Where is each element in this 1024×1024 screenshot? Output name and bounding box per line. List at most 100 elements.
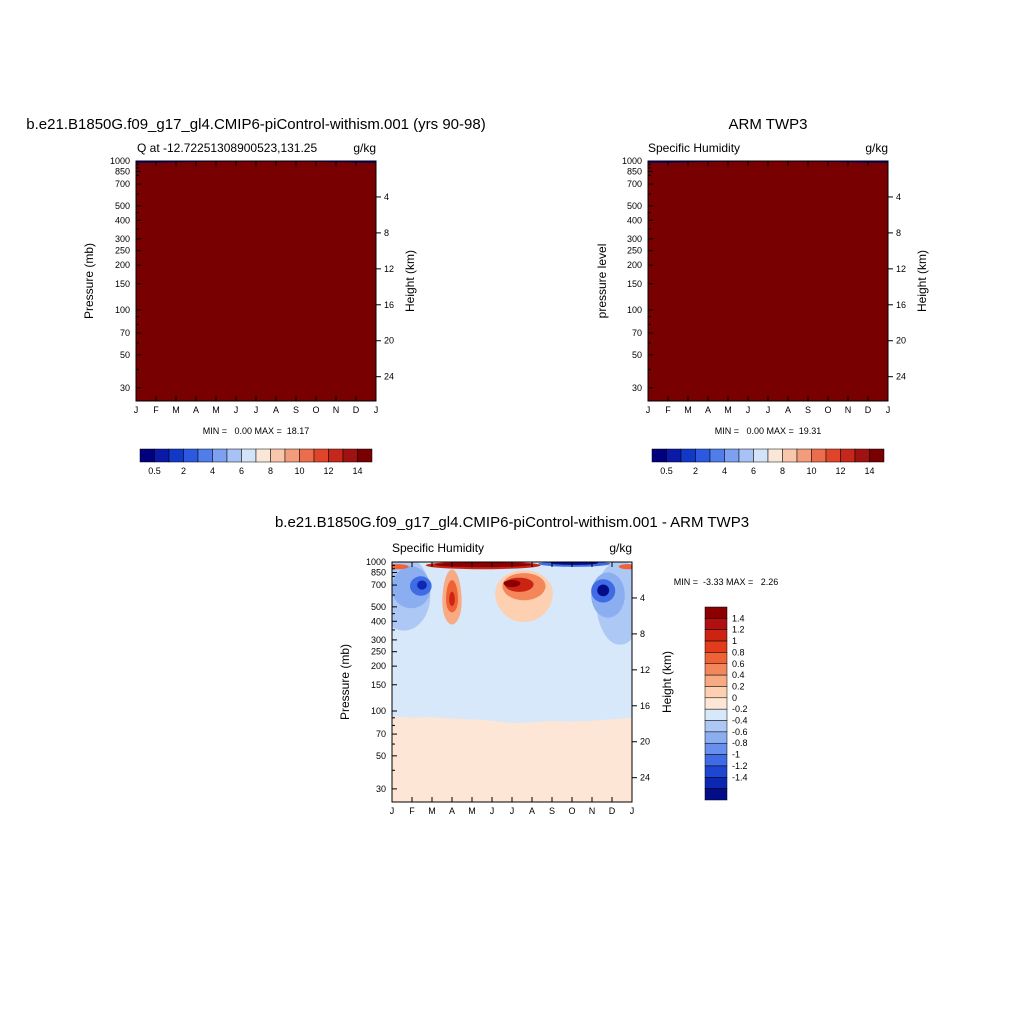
panel-obs-plot [648, 161, 888, 401]
colorbar-label: -0.4 [732, 716, 748, 726]
x-tick-label: J [390, 806, 395, 816]
colorbar-label: 1.4 [732, 613, 745, 623]
panel-obs-title: ARM TWP3 [729, 116, 808, 133]
panel-diff-subtitle-left: Specific Humidity [392, 541, 484, 555]
panel-model: b.e21.B1850G.f09_g17_gl4.CMIP6-piControl… [26, 116, 485, 476]
x-tick-label: F [409, 806, 415, 816]
contour-band [136, 161, 376, 401]
x-tick-label: J [766, 405, 771, 415]
colorbar-swatch [704, 606, 728, 619]
colorbar-swatch [704, 618, 728, 630]
colorbar-label: 14 [352, 466, 362, 476]
panel-diff-y-right-label: Height (km) [660, 651, 674, 713]
x-tick-label: O [312, 405, 319, 415]
panel-model-stats: MIN = 0.00 MAX = 18.17 [203, 426, 310, 436]
colorbar-swatch [704, 765, 728, 778]
x-tick-label: M [428, 806, 436, 816]
panel-model-y-label: Pressure (mb) [82, 243, 96, 319]
y-tick-label: 50 [632, 350, 642, 360]
colorbar-swatch [704, 754, 728, 767]
colorbar-swatch [811, 448, 827, 463]
y-tick-label: 400 [371, 616, 386, 626]
fill-neg-may [485, 571, 491, 611]
y-tick-label: 250 [371, 647, 386, 657]
colorbar-swatch [680, 448, 696, 463]
colorbar-swatch [704, 629, 728, 642]
colorbar-label: 6 [239, 466, 244, 476]
panel-model-title: b.e21.B1850G.f09_g17_gl4.CMIP6-piControl… [26, 116, 485, 133]
y-right-tick-label: 20 [640, 737, 650, 747]
panel-diff-y-right-ticks: 24 20 16 12 8 4 [632, 593, 650, 783]
colorbar-swatch [313, 448, 329, 463]
fill-surface-left [392, 564, 409, 570]
fill-surface-blue-core [550, 562, 599, 565]
contour-band [648, 161, 888, 401]
y-tick-label: 700 [115, 179, 130, 189]
panel-obs: ARM TWP3 Specific Humidity g/kg 30 50 70 10… [595, 116, 929, 476]
y-tick-label: 400 [627, 215, 642, 225]
y-tick-label: 150 [371, 680, 386, 690]
y-tick-label: 50 [376, 751, 386, 761]
x-tick-label: M [468, 806, 476, 816]
y-tick-label: 500 [371, 602, 386, 612]
x-tick-label: J [490, 806, 495, 816]
y-right-tick-label: 20 [384, 336, 394, 346]
x-tick-label: J [374, 405, 379, 415]
colorbar-swatch [139, 448, 155, 463]
y-right-tick-label: 20 [896, 336, 906, 346]
colorbar-label: 1.2 [732, 625, 745, 635]
colorbar-swatch [704, 731, 728, 744]
panel-obs-subtitle-left: Specific Humidity [648, 141, 740, 155]
panel-diff: b.e21.B1850G.f09_g17_gl4.CMIP6-piControl… [275, 514, 778, 816]
colorbar-label: -1.4 [732, 772, 748, 782]
panel-model-subtitle-left: Q at -12.72251308900523,131.25 [137, 141, 317, 155]
y-tick-label: 300 [627, 234, 642, 244]
colorbar-swatch [704, 777, 728, 789]
panel-obs-y-label: pressure level [595, 244, 609, 319]
y-right-tick-label: 4 [640, 593, 645, 603]
colorbar-swatch [183, 448, 199, 463]
colorbar-label: 2 [181, 466, 186, 476]
x-tick-label: M [724, 405, 732, 415]
colorbar-swatch [328, 448, 344, 463]
panel-diff-subtitle-right: g/kg [609, 541, 632, 555]
colorbar-swatch [704, 697, 728, 710]
y-tick-label: 1000 [366, 557, 386, 567]
y-right-tick-label: 24 [640, 773, 650, 783]
fill-positive-band [392, 716, 632, 802]
colorbar-swatch [840, 448, 856, 463]
panel-diff-y-label: Pressure (mb) [338, 644, 352, 720]
fill-neg-left-core [417, 580, 427, 590]
colorbar-swatch [284, 448, 300, 463]
colorbar-swatch [197, 448, 213, 463]
colorbar-swatch [738, 448, 754, 463]
panel-model-colorbar: 0.5 2 4 6 8 10 12 14 [139, 448, 373, 476]
colorbar-swatch [704, 663, 728, 676]
colorbar-label: 0.5 [148, 466, 161, 476]
x-tick-label: A [193, 405, 199, 415]
x-tick-label: A [449, 806, 455, 816]
panel-obs-y-right-label: Height (km) [915, 250, 929, 312]
y-tick-label: 850 [627, 167, 642, 177]
y-right-tick-label: 8 [384, 228, 389, 238]
colorbar-swatch [241, 448, 257, 463]
y-right-tick-label: 12 [640, 665, 650, 675]
x-tick-label: M [172, 405, 180, 415]
x-tick-label: A [529, 806, 535, 816]
x-tick-label: S [293, 405, 299, 415]
y-tick-label: 30 [120, 383, 130, 393]
colorbar-swatch [168, 448, 184, 463]
panel-diff-stats: MIN = -3.33 MAX = 2.26 [674, 577, 779, 587]
colorbar-label: 10 [806, 466, 816, 476]
y-right-tick-label: 24 [384, 372, 394, 382]
colorbar-swatch [704, 640, 728, 653]
colorbar-label: -1.2 [732, 761, 748, 771]
fill-pos-summer-core [503, 580, 521, 588]
colorbar-label: 1 [732, 636, 737, 646]
colorbar-swatch [709, 448, 725, 463]
x-tick-label: N [589, 806, 596, 816]
colorbar-swatch [704, 708, 728, 721]
